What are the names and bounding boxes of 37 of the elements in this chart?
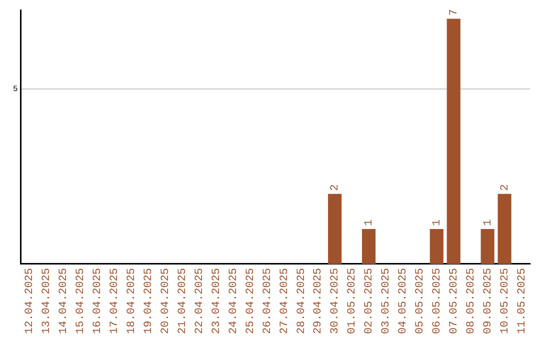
x-tick-label: 11.05.2025 [516, 268, 528, 334]
x-tick-label: 28.04.2025 [296, 268, 308, 334]
x-tick-label: 02.05.2025 [364, 268, 376, 334]
x-tick-label: 19.04.2025 [143, 268, 156, 334]
x-tick-label: 30.04.2025 [330, 268, 342, 334]
x-tick-label: 25.04.2025 [244, 268, 257, 334]
x-tick-label: 23.04.2025 [210, 268, 223, 334]
x-tick-label: 15.04.2025 [75, 268, 88, 334]
data-label: 2 [499, 184, 512, 191]
x-tick-label: 05.05.2025 [414, 268, 427, 334]
x-tick-label: 20.04.2025 [160, 268, 172, 334]
data-label: 1 [364, 218, 376, 226]
x-tick-label: 01.05.2025 [346, 268, 359, 334]
x-tick-label: 12.04.2025 [24, 268, 36, 334]
x-tick-label: 16.04.2025 [92, 268, 104, 334]
x-tick-label: 13.04.2025 [41, 268, 54, 334]
x-tick-label: 07.05.2025 [448, 268, 461, 334]
x-tick-label: 14.04.2025 [58, 268, 70, 334]
x-tick-label: 08.05.2025 [466, 268, 478, 334]
y-tick-label: 5 [12, 84, 18, 94]
data-label: 1 [432, 218, 444, 226]
x-tick-label: 18.04.2025 [126, 268, 138, 334]
x-tick-label: 10.05.2025 [499, 268, 512, 334]
x-tick-label: 06.05.2025 [432, 268, 444, 334]
x-tick-label: 09.05.2025 [482, 268, 494, 334]
x-tick-label: 27.04.2025 [278, 268, 291, 334]
data-label: 1 [482, 218, 494, 226]
x-tick-label: 03.05.2025 [380, 268, 393, 334]
x-tick-label: 22.04.2025 [194, 268, 206, 334]
x-tick-label: 24.04.2025 [228, 268, 240, 334]
x-tick-label: 29.04.2025 [312, 268, 325, 334]
x-tick-label: 26.04.2025 [262, 268, 274, 334]
data-label: 7 [448, 9, 461, 16]
x-tick-label: 04.05.2025 [398, 268, 410, 334]
x-tick-label: 17.04.2025 [109, 268, 122, 334]
data-label: 2 [330, 184, 342, 191]
x-tick-label: 21.04.2025 [176, 268, 189, 334]
